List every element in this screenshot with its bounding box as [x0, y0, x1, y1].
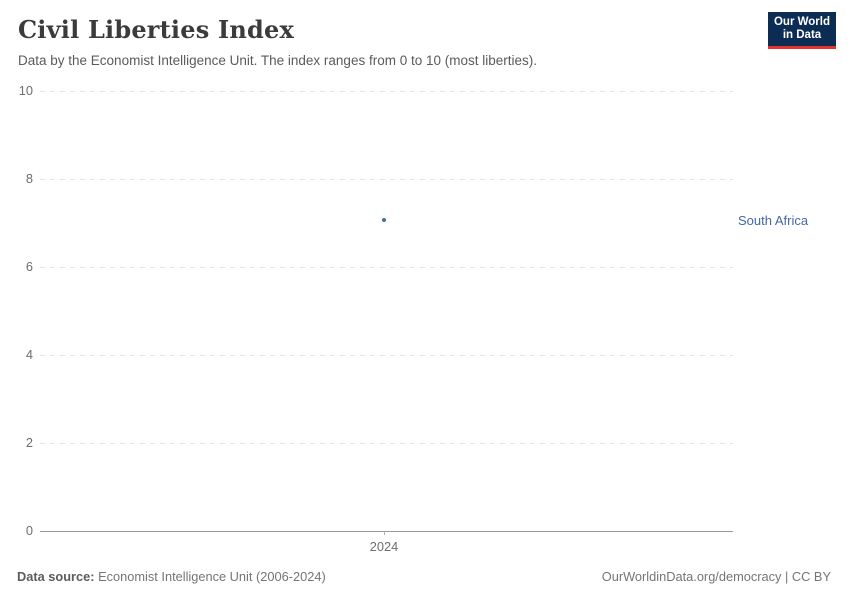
gridline: [40, 91, 733, 92]
data-point[interactable]: [382, 218, 386, 223]
owid-logo-line2: in Data: [782, 29, 822, 41]
y-axis-tick-label: 8: [25, 171, 33, 186]
gridline: [40, 443, 733, 444]
owid-logo[interactable]: Our World in Data: [768, 12, 836, 49]
chart-subtitle: Data by the Economist Intelligence Unit.…: [18, 53, 537, 68]
data-source-note: Data source: Economist Intelligence Unit…: [17, 569, 326, 585]
y-axis-tick-label: 2: [25, 435, 33, 450]
gridline: [40, 267, 733, 268]
y-axis-tick-label: 6: [25, 259, 33, 274]
y-axis-tick-label: 4: [25, 347, 33, 362]
credit-link[interactable]: OurWorldinData.org/democracy | CC BY: [601, 569, 831, 584]
chart-title: Civil Liberties Index: [18, 15, 295, 44]
x-axis-line: [40, 531, 733, 532]
x-axis-tick-label: 2024: [369, 539, 399, 554]
chart-footer: Data source: Economist Intelligence Unit…: [0, 569, 850, 585]
y-axis-tick-label: 10: [18, 83, 33, 98]
owid-logo-line1: Our World: [773, 16, 830, 28]
data-source-label: Data source:: [17, 569, 95, 584]
gridline: [40, 179, 733, 180]
gridline: [40, 355, 733, 356]
x-axis-tick-mark: [384, 531, 385, 535]
entity-label[interactable]: South Africa: [738, 213, 809, 229]
data-source-text: Economist Intelligence Unit (2006-2024): [98, 569, 326, 584]
y-axis-tick-label: 0: [25, 523, 33, 538]
